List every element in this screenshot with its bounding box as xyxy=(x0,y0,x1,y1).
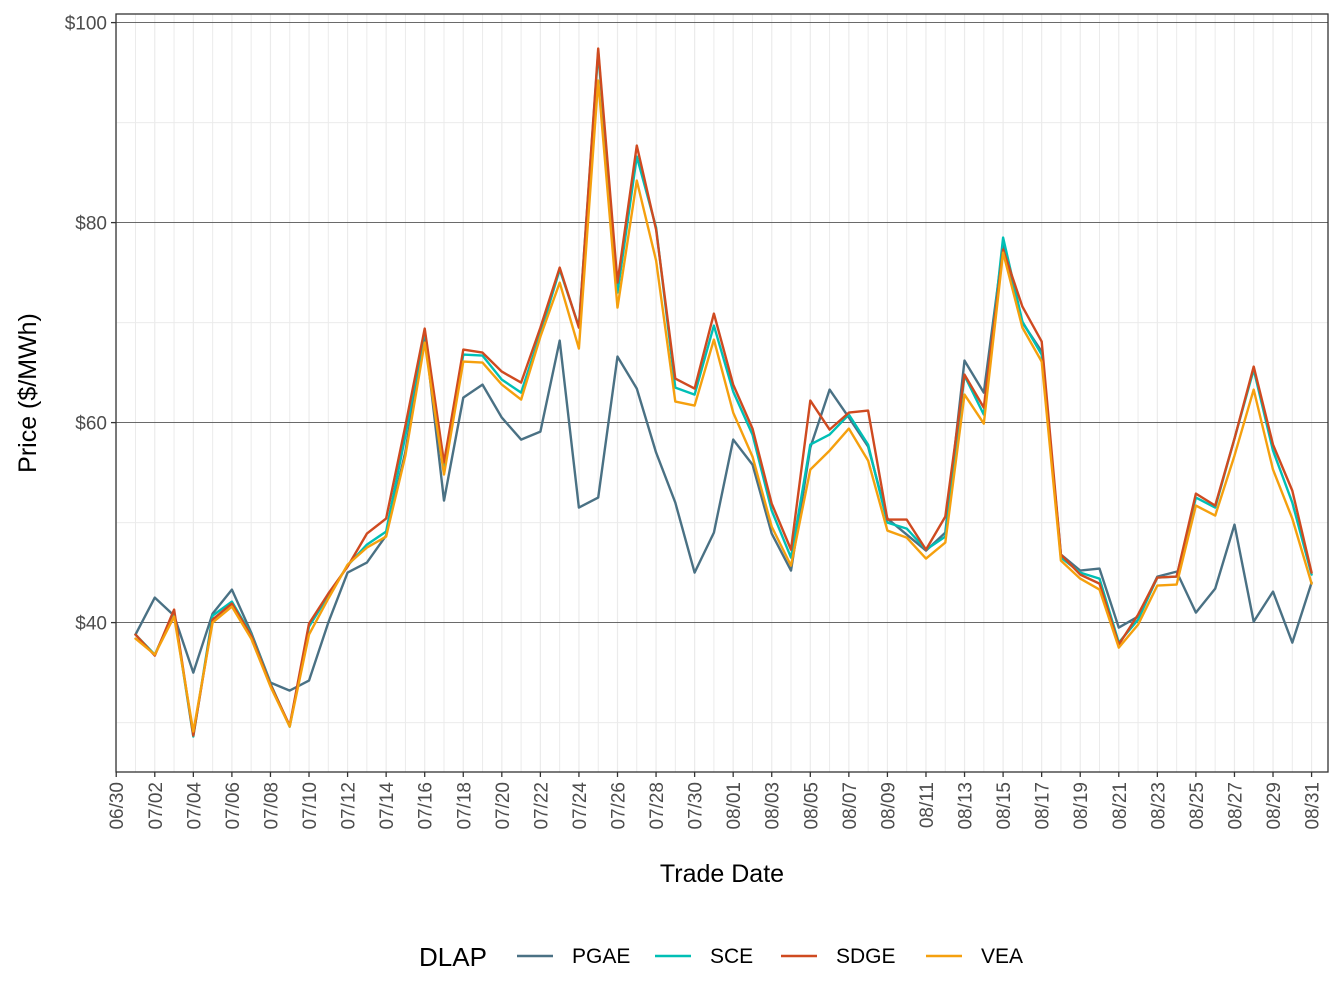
x-tick-label: 07/26 xyxy=(609,782,630,830)
x-tick-label: 08/13 xyxy=(956,782,977,830)
x-tick-label: 07/24 xyxy=(570,782,591,830)
x-tick-label: 07/02 xyxy=(146,782,167,830)
x-tick-label: 07/22 xyxy=(531,782,552,830)
y-tick-label: $100 xyxy=(65,14,107,35)
legend-title: DLAP xyxy=(419,942,487,972)
x-tick-label: 07/16 xyxy=(416,782,437,830)
y-axis: $40 $60 $80 $100 xyxy=(65,14,116,635)
legend: DLAP PGAE SCE SDGE VEA xyxy=(419,942,1023,972)
x-tick-label: 07/20 xyxy=(493,782,514,830)
x-tick-label: 08/01 xyxy=(724,782,745,830)
minor-gridlines xyxy=(116,14,1328,772)
plot-panel-border xyxy=(115,13,1329,773)
x-tick-label: 07/08 xyxy=(261,782,282,830)
x-tick-label: 08/23 xyxy=(1148,782,1169,830)
x-tick-label: 08/15 xyxy=(994,782,1015,830)
series-line-pgae xyxy=(134,244,1313,692)
x-tick-label: 08/17 xyxy=(1033,782,1054,830)
series-line-vea xyxy=(134,79,1313,733)
legend-label-pgae: PGAE xyxy=(572,945,630,968)
legend-label-sdge: SDGE xyxy=(836,945,896,968)
x-tick-label: 08/03 xyxy=(763,782,784,830)
x-tick-label: 07/18 xyxy=(454,782,475,830)
x-axis-title: Trade Date xyxy=(660,860,784,888)
x-tick-label: 07/28 xyxy=(647,782,668,830)
x-tick-label: 08/29 xyxy=(1264,782,1285,830)
x-tick-label: 08/31 xyxy=(1303,782,1324,830)
x-tick-label: 06/30 xyxy=(107,782,128,830)
x-tick-label: 08/25 xyxy=(1187,782,1208,830)
x-tick-label: 07/10 xyxy=(300,782,321,830)
x-axis: 06/30 07/02 07/04 07/06 07/08 07/10 07/12 07/14… xyxy=(107,772,1324,830)
x-tick-label: 07/30 xyxy=(686,782,707,830)
x-tick-label: 08/09 xyxy=(878,782,899,830)
x-tick-label: 08/19 xyxy=(1071,782,1092,830)
x-tick-label: 07/14 xyxy=(377,782,398,830)
x-tick-label: 07/12 xyxy=(339,782,360,830)
x-tick-label: 08/21 xyxy=(1110,782,1131,830)
x-tick-label: 08/05 xyxy=(801,782,822,830)
y-axis-title: Price ($/MWh) xyxy=(14,313,42,473)
y-tick-label: $80 xyxy=(75,214,107,235)
x-tick-label: 08/11 xyxy=(917,782,938,828)
series-lines xyxy=(134,47,1313,738)
y-tick-label: $40 xyxy=(75,614,107,635)
x-tick-label: 07/04 xyxy=(184,782,205,830)
y-tick-label: $60 xyxy=(75,414,107,435)
x-tick-label: 08/27 xyxy=(1225,782,1246,830)
legend-label-vea: VEA xyxy=(981,945,1023,968)
x-tick-label: 08/07 xyxy=(840,782,861,830)
x-tick-label: 07/06 xyxy=(223,782,244,830)
legend-label-sce: SCE xyxy=(710,945,753,968)
